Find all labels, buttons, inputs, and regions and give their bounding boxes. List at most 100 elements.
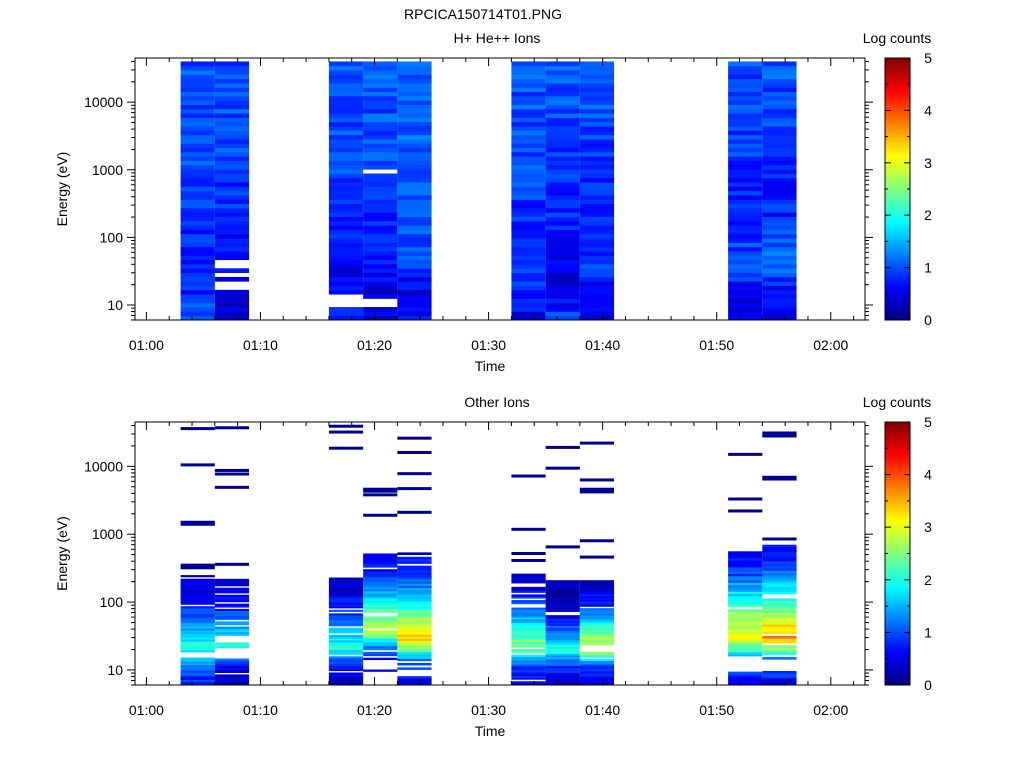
colorbar-swatch (885, 60, 910, 64)
colorbar-swatch (885, 175, 910, 179)
heatmap-cell (511, 645, 546, 648)
heatmap-cell (579, 681, 615, 684)
heatmap-cell (363, 604, 398, 607)
heatmap-cell (545, 233, 580, 239)
heatmap-cell (397, 74, 432, 80)
heatmap-cell (180, 635, 215, 638)
heatmap-cell (397, 618, 432, 622)
heatmap-cell (397, 570, 432, 573)
heatmap-cell (762, 307, 797, 312)
heatmap-cell (214, 600, 250, 603)
heatmap-cell (214, 134, 250, 140)
colorbar-swatch (885, 144, 910, 148)
heatmap-cell (728, 595, 763, 599)
heatmap-cell (363, 620, 398, 623)
heatmap-cell (579, 311, 615, 317)
heatmap-cell (511, 651, 546, 654)
heatmap-cell (397, 625, 432, 628)
heatmap-cell (511, 622, 546, 625)
heatmap-cell (397, 276, 432, 282)
heatmap-cell (762, 225, 797, 230)
heatmap-cell (545, 669, 580, 672)
colorbar-swatch (885, 511, 910, 515)
colorbar-swatch (885, 196, 910, 200)
heatmap-cell (762, 164, 797, 170)
heatmap-cell (545, 604, 580, 607)
heatmap-cell (579, 632, 615, 635)
heatmap-cell (180, 619, 215, 622)
heatmap-cell (511, 649, 546, 652)
colorbar-swatch (885, 102, 910, 106)
heatmap-cell (511, 177, 546, 183)
heatmap-cell (579, 156, 615, 161)
heatmap-cell (363, 177, 398, 183)
heatmap-cell (397, 656, 432, 659)
heatmap-cell (545, 121, 580, 127)
count-line (545, 445, 580, 449)
heatmap-cell (762, 289, 797, 295)
heatmap-cell (214, 298, 250, 304)
heatmap-cell (363, 259, 398, 265)
colorbar-swatch (885, 500, 910, 504)
heatmap-cell (328, 597, 364, 600)
heatmap-cell (545, 263, 580, 269)
heatmap-cell (762, 220, 797, 226)
heatmap-cell (328, 134, 364, 140)
heatmap-cell (214, 182, 250, 187)
heatmap-cell (728, 562, 763, 566)
heatmap-cell (511, 126, 546, 131)
colorbar-tick-label: 5 (924, 50, 932, 66)
heatmap-cell (397, 207, 432, 213)
heatmap-cell (180, 216, 215, 222)
heatmap-cell (762, 246, 797, 252)
heatmap-cell (545, 672, 580, 675)
heatmap-cell (728, 620, 763, 624)
heatmap-cell (328, 584, 364, 587)
heatmap-cell (728, 177, 763, 183)
heatmap-cell (511, 601, 546, 605)
colorbar-swatch (885, 443, 910, 447)
heatmap-cell (328, 311, 364, 317)
heatmap-cell (214, 658, 250, 661)
heatmap-cell (762, 563, 797, 567)
heatmap-cell (545, 302, 580, 308)
heatmap-cell (328, 663, 364, 666)
colorbar-swatch (885, 666, 910, 670)
colorbar-swatch (885, 674, 910, 678)
heatmap-cell (363, 598, 398, 602)
heatmap-cell (214, 104, 250, 110)
heatmap-cell (511, 664, 546, 667)
heatmap-cell (579, 660, 615, 663)
colorbar-swatch (885, 202, 910, 206)
heatmap-cell (545, 618, 580, 621)
colorbar-swatch (885, 653, 910, 657)
heatmap-cell (397, 294, 432, 299)
heatmap-cell (728, 569, 763, 572)
heatmap-cell (579, 627, 615, 630)
heatmap-cell (728, 147, 763, 153)
y-tick-label: 100 (100, 594, 124, 610)
colorbar-swatch (885, 679, 910, 683)
heatmap-cell (545, 664, 580, 667)
heatmap-cell (180, 586, 215, 589)
count-line (180, 520, 215, 524)
count-line (328, 424, 364, 428)
heatmap-cell (579, 160, 615, 166)
count-line (762, 434, 797, 438)
heatmap-cell (511, 577, 546, 580)
heatmap-cell (511, 615, 546, 618)
heatmap-cell (579, 307, 615, 312)
heatmap-cell (728, 624, 763, 628)
heatmap-cell (728, 555, 763, 559)
heatmap-cell (728, 70, 763, 75)
heatmap-cell (728, 281, 763, 286)
heatmap-cell (511, 588, 546, 592)
colorbar-swatch (885, 194, 910, 198)
heatmap-cell (545, 212, 580, 217)
heatmap-cell (363, 632, 398, 635)
heatmap-cell (579, 108, 615, 114)
heatmap-cell (363, 594, 398, 598)
colorbar-swatch (885, 264, 910, 268)
colorbar-swatch (885, 553, 910, 557)
heatmap-cell (214, 246, 250, 252)
